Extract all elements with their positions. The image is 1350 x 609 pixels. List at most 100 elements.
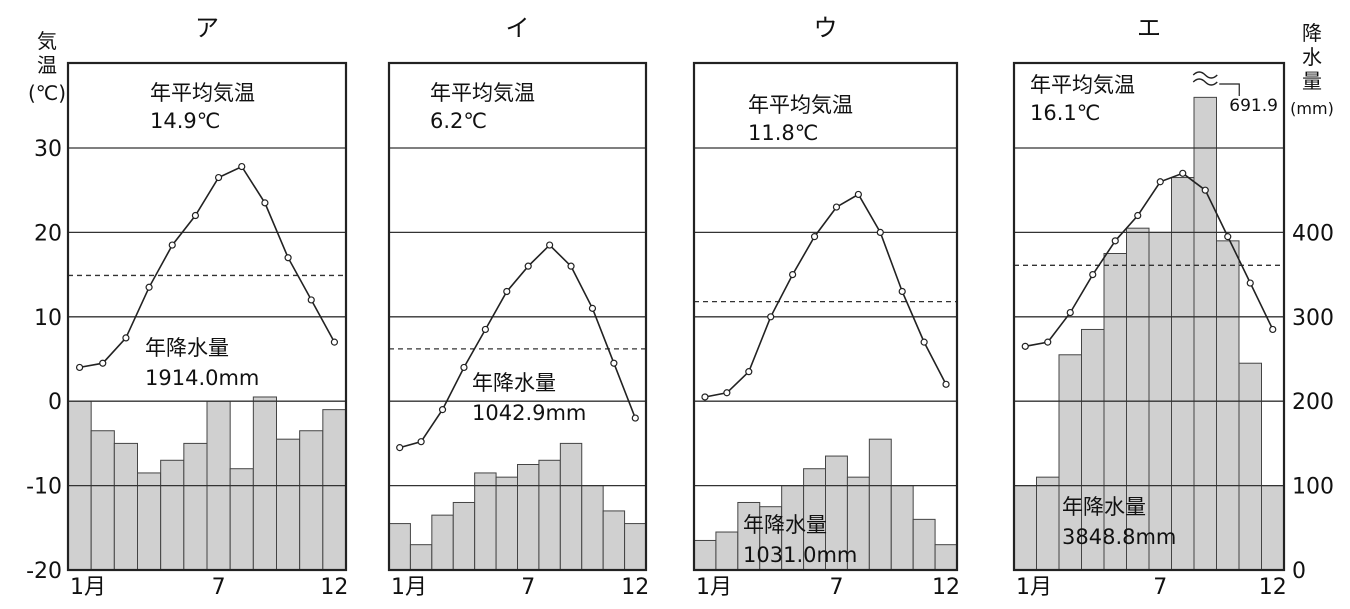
temp-point <box>145 283 153 291</box>
precip-bar <box>1193 96 1217 571</box>
x-tick-label: 12 <box>1259 575 1287 600</box>
annual-precip-label: 年降水量 <box>1062 495 1146 519</box>
temp-tick-label: 0 <box>48 390 62 415</box>
temp-point <box>1224 233 1232 241</box>
precip-axis-unit: (mm) <box>1290 99 1334 118</box>
mean-temp-value: 16.1℃ <box>1030 101 1100 125</box>
temp-point <box>810 233 819 241</box>
precip-bar <box>388 523 411 571</box>
temp-tick-label: -10 <box>26 475 62 500</box>
x-tick-label: 1月 <box>391 575 427 600</box>
temp-point <box>417 438 425 446</box>
temp-point <box>75 363 84 372</box>
temp-point <box>1021 342 1029 350</box>
temp-point <box>1134 211 1142 220</box>
temp-point <box>745 368 753 376</box>
temp-point <box>261 199 269 207</box>
precip-bar <box>322 409 347 571</box>
panel-frame <box>387 61 648 572</box>
climate-panel: ウ 1月 7 12 年平均気温 11.8℃ 年降水量 1031.0mm <box>692 14 960 600</box>
annual-precip-label: 年降水量 <box>743 513 827 537</box>
temp-point <box>396 444 404 452</box>
precip-bar <box>1171 177 1195 571</box>
precip-bar <box>252 396 277 571</box>
x-tick-label: 12 <box>621 575 649 600</box>
panel-title: イ <box>506 14 530 42</box>
precip-tick-label: 200 <box>1292 390 1334 415</box>
precip-bar <box>409 544 433 571</box>
annual-precip-label: 年降水量 <box>145 336 229 360</box>
mean-temp-label: 年平均気温 <box>150 81 255 105</box>
annual-precip-value: 1914.0mm <box>145 366 259 390</box>
temp-point <box>1156 178 1164 186</box>
precip-tick-label: 400 <box>1292 221 1334 246</box>
temp-point <box>876 228 884 236</box>
precip-bar <box>624 523 647 571</box>
precip-bar <box>495 476 519 571</box>
mean-temp-value: 14.9℃ <box>150 109 220 133</box>
temp-point <box>1201 186 1209 194</box>
precip-bar <box>229 468 254 571</box>
temp-point <box>481 325 489 334</box>
climate-panel: イ 1月 7 12 年平均気温 6.2℃ 年降水量 1042.9mm <box>387 14 649 600</box>
precip-bar <box>715 531 739 571</box>
break-callout-line <box>1219 83 1240 96</box>
temp-point <box>789 271 797 279</box>
temp-point <box>284 254 292 262</box>
temp-tick-label: 20 <box>34 221 62 246</box>
precip-tick-label: 0 <box>1292 559 1306 584</box>
x-tick-label: 1月 <box>1016 575 1052 600</box>
temp-point <box>546 241 554 249</box>
precip-bar <box>693 539 717 571</box>
panel-frame <box>692 61 959 572</box>
temp-point <box>920 338 928 346</box>
temp-point <box>898 287 906 296</box>
temp-line <box>1025 172 1274 348</box>
precip-bar <box>912 518 936 571</box>
temp-point <box>1246 279 1254 287</box>
precip-bar <box>602 510 626 571</box>
temp-point <box>1066 308 1074 317</box>
precip-bar <box>452 501 476 571</box>
temp-point <box>832 203 841 211</box>
precip-bar <box>431 514 454 571</box>
temp-tick-label: 30 <box>34 137 62 162</box>
panel-title: エ <box>1137 14 1161 42</box>
precip-tick-label: 100 <box>1292 475 1334 500</box>
temp-axis-unit: (℃) <box>28 81 66 105</box>
precip-bar <box>559 442 583 571</box>
climate-panel: エ 1月 7 12 年平均気温 16.1℃ 年降水量 3848.8mm 691.9 <box>1012 14 1287 600</box>
temp-point <box>588 304 597 312</box>
temp-axis-title-char-2: 温 <box>37 53 57 77</box>
x-tick-label: 7 <box>829 575 843 600</box>
temp-point <box>191 211 200 220</box>
temp-point <box>99 359 107 367</box>
temp-point <box>1089 271 1097 279</box>
temp-point <box>854 190 862 199</box>
precip-bar <box>137 472 162 571</box>
precip-bar <box>474 472 497 571</box>
precip-bar <box>276 438 301 571</box>
precip-bar <box>934 544 958 571</box>
mean-temp-value: 11.8℃ <box>748 121 818 145</box>
mean-temp-label: 年平均気温 <box>748 93 853 117</box>
x-tick-label: 1月 <box>696 575 732 600</box>
temp-point <box>168 241 176 249</box>
precip-bar <box>890 485 914 571</box>
precip-bar <box>1013 485 1037 571</box>
break-value-label: 691.9 <box>1229 96 1278 116</box>
annual-precip-value: 3848.8mm <box>1062 525 1176 549</box>
temp-point <box>330 338 339 346</box>
panel-title: ア <box>195 14 219 42</box>
precip-bar <box>90 430 115 571</box>
precip-bar <box>160 459 185 571</box>
temp-line <box>704 193 947 398</box>
temp-point <box>631 414 639 422</box>
temp-point <box>214 173 223 182</box>
temp-point <box>723 389 731 397</box>
x-tick-label: 12 <box>320 575 348 600</box>
temp-point <box>524 262 532 270</box>
precip-bar <box>183 442 208 571</box>
temp-point <box>438 406 447 414</box>
